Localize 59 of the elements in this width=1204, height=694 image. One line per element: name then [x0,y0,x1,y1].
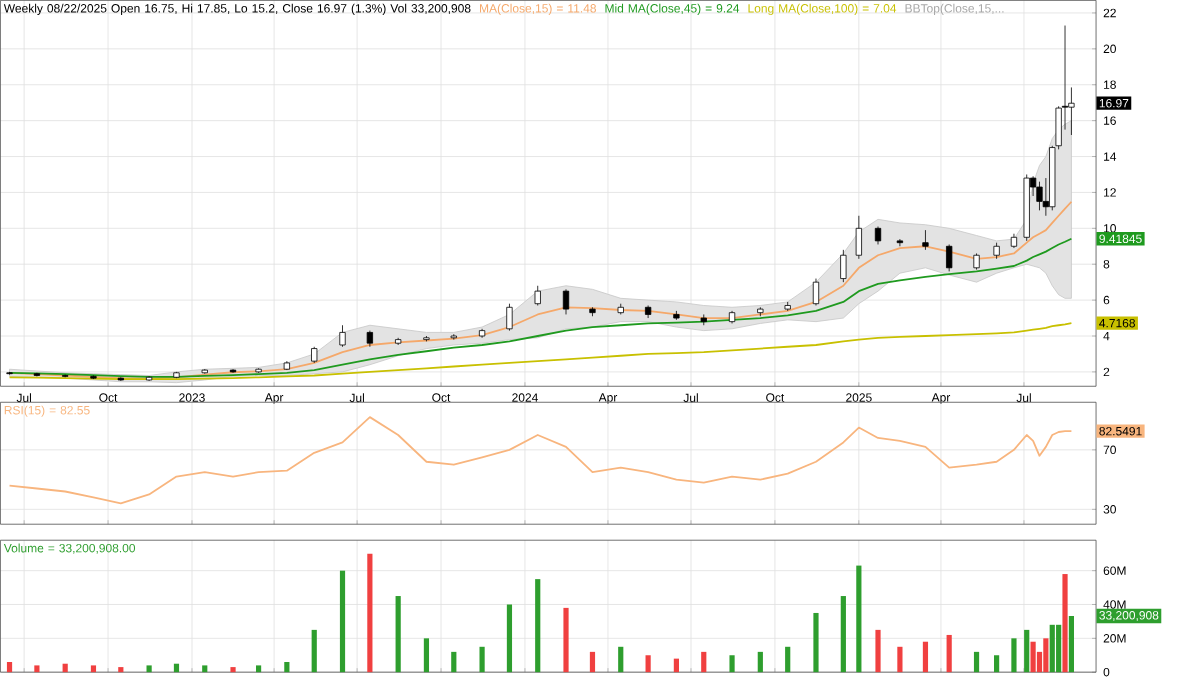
bar [479,646,485,673]
bar [856,565,862,673]
bar [757,651,763,673]
candlestick [339,324,346,348]
line-series [8,416,1073,505]
candlestick [812,278,820,306]
bar [973,651,980,673]
candlestick [922,229,929,251]
bar [34,665,40,673]
bar [311,629,317,673]
bar [173,663,180,673]
candlestick [562,288,570,315]
bar [922,641,929,673]
bar [897,646,903,673]
bar [785,646,791,673]
bar [62,663,68,673]
bar [1056,624,1062,673]
bar [1043,638,1049,673]
bar [367,553,373,673]
candlestick [534,285,541,306]
bar [451,651,457,673]
bar [1024,629,1030,673]
bar [1030,641,1036,673]
bar [535,579,541,673]
bar [118,667,124,673]
bar [1011,638,1017,673]
line-series [8,237,1073,378]
bar [994,655,1000,673]
bar [1062,573,1068,673]
bar [589,651,596,673]
bar [875,629,881,673]
bar [255,665,262,673]
bar [423,638,430,673]
bar [339,570,346,673]
bar [645,655,651,673]
bar [673,658,679,673]
bar [813,612,819,673]
bar [284,661,290,673]
candlestick [506,303,513,331]
candlestick [644,305,652,319]
bar [506,604,513,673]
candlestick [1036,181,1043,211]
bar [946,634,952,673]
bar [840,595,846,673]
bar [230,667,236,673]
bar [729,655,735,673]
bar [618,646,624,673]
candlestick [855,215,862,260]
bar [90,665,97,673]
bar [395,595,401,673]
bar [563,607,569,673]
candlestick [840,249,847,283]
bar [1068,615,1075,673]
bar [1049,624,1055,673]
bar [146,665,152,673]
bar [701,651,707,673]
bar [6,661,13,673]
bar [202,665,208,673]
candlestick [946,244,953,272]
